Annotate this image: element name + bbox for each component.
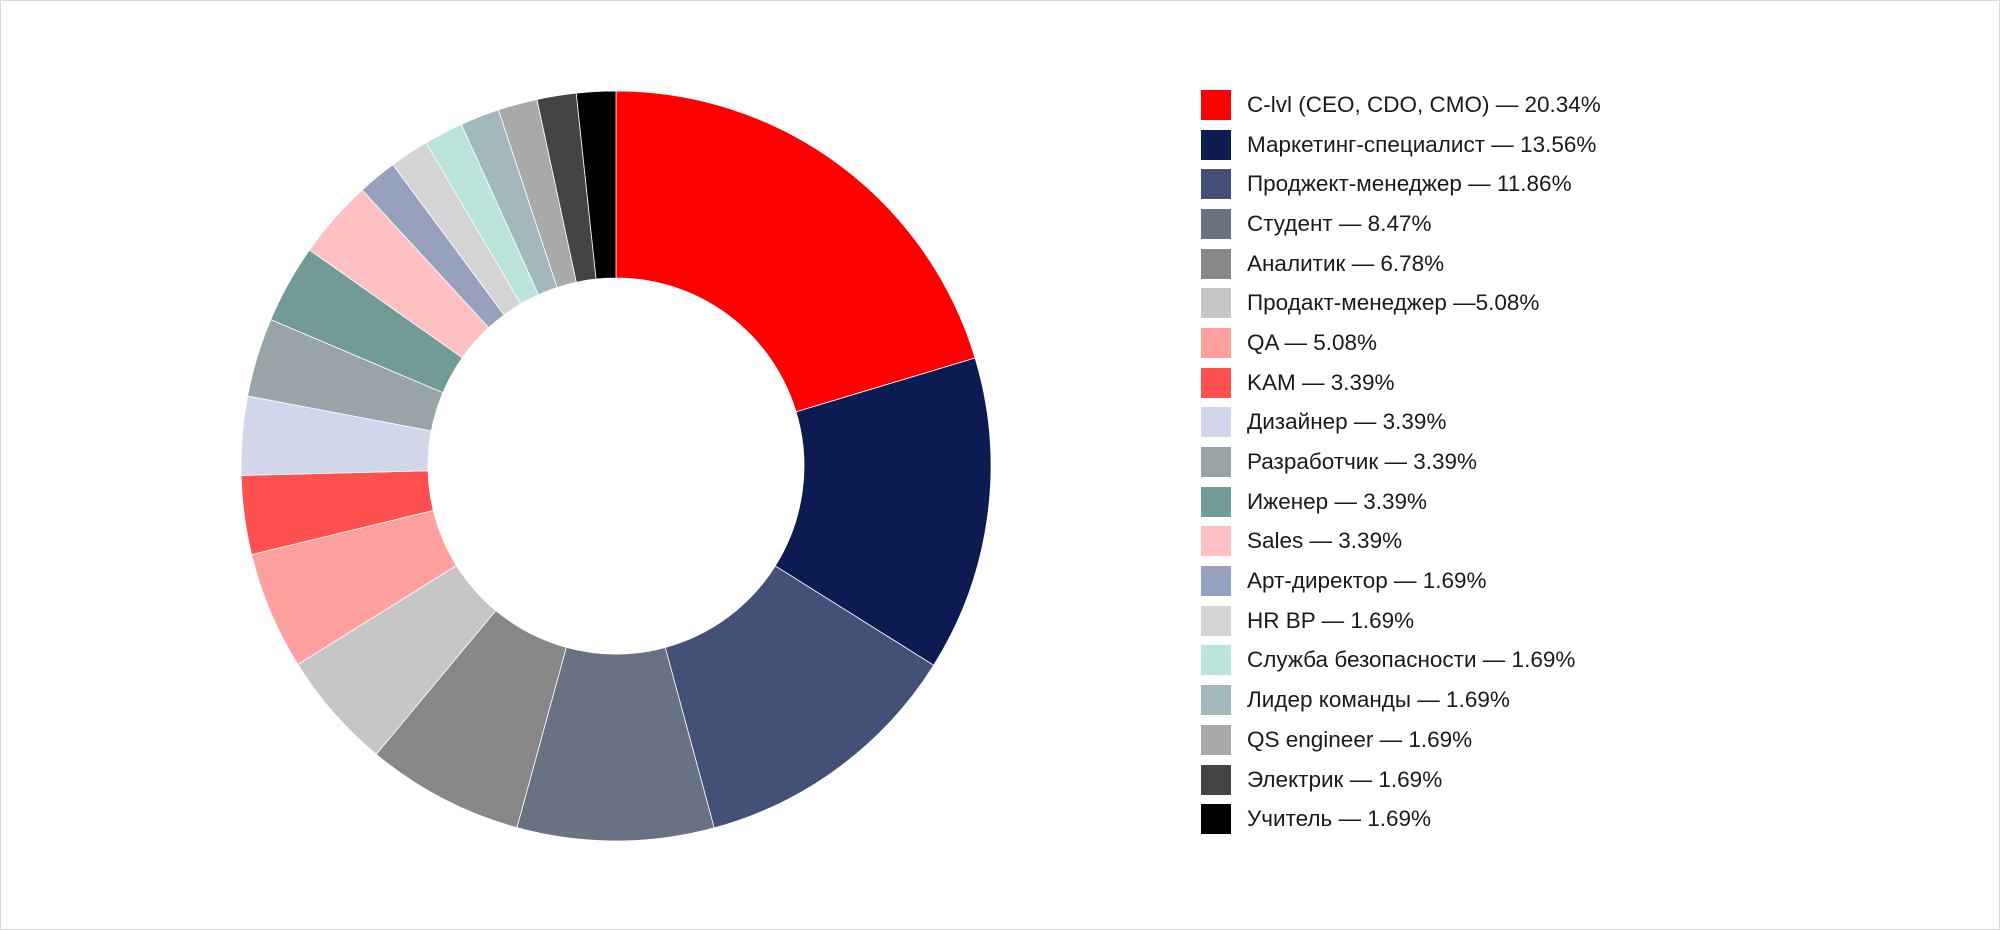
legend-swatch bbox=[1201, 248, 1231, 279]
legend-item-12: Арт-директор — 1.69% bbox=[1201, 561, 1601, 601]
legend-label: Студент — 8.47% bbox=[1247, 210, 1432, 236]
legend-item-10: Иженер — 3.39% bbox=[1201, 482, 1601, 522]
legend-label: Иженер — 3.39% bbox=[1247, 488, 1427, 514]
legend-swatch bbox=[1201, 724, 1231, 755]
legend-swatch bbox=[1201, 566, 1231, 597]
legend-label: Дизайнер — 3.39% bbox=[1247, 409, 1447, 435]
legend-label: C-lvl (CEO, CDO, CMO) — 20.34% bbox=[1247, 91, 1601, 117]
legend-swatch bbox=[1201, 645, 1231, 676]
legend-item-1: Маркетинг-специалист — 13.56% bbox=[1201, 125, 1601, 165]
legend-swatch bbox=[1201, 685, 1231, 716]
legend-item-8: Дизайнер — 3.39% bbox=[1201, 403, 1601, 443]
legend-item-9: Разработчик — 3.39% bbox=[1201, 442, 1601, 482]
legend-label: HR BP — 1.69% bbox=[1247, 607, 1415, 633]
legend-label: Продакт-менеджер —5.08% bbox=[1247, 290, 1540, 316]
legend-label: Маркетинг-специалист — 13.56% bbox=[1247, 131, 1597, 157]
legend-label: Служба безопасности — 1.69% bbox=[1247, 647, 1576, 673]
legend-label: Sales — 3.39% bbox=[1247, 528, 1403, 554]
legend-label: Лидер команды — 1.69% bbox=[1247, 687, 1510, 713]
legend-swatch bbox=[1201, 327, 1231, 358]
legend-item-17: Электрик — 1.69% bbox=[1201, 760, 1601, 800]
legend-swatch bbox=[1201, 208, 1231, 239]
legend-item-18: Учитель — 1.69% bbox=[1201, 799, 1601, 839]
donut-slice-1 bbox=[774, 357, 992, 666]
donut-slice-0 bbox=[615, 90, 976, 413]
legend-swatch bbox=[1201, 169, 1231, 200]
legend-swatch bbox=[1201, 486, 1231, 517]
legend-swatch bbox=[1201, 129, 1231, 160]
legend-item-2: Проджект-менеджер — 11.86% bbox=[1201, 164, 1601, 204]
legend-item-5: Продакт-менеджер —5.08% bbox=[1201, 283, 1601, 323]
legend-item-0: C-lvl (CEO, CDO, CMO) — 20.34% bbox=[1201, 85, 1601, 125]
legend-item-13: HR BP — 1.69% bbox=[1201, 601, 1601, 641]
legend-swatch bbox=[1201, 804, 1231, 835]
legend-item-15: Лидер команды — 1.69% bbox=[1201, 680, 1601, 720]
legend-label: Учитель — 1.69% bbox=[1247, 806, 1432, 832]
legend-item-7: KAM — 3.39% bbox=[1201, 363, 1601, 403]
legend-label: Арт-директор — 1.69% bbox=[1247, 568, 1487, 594]
legend-swatch bbox=[1201, 447, 1231, 478]
legend-item-14: Служба безопасности — 1.69% bbox=[1201, 641, 1601, 681]
legend-label: Разработчик — 3.39% bbox=[1247, 449, 1478, 475]
legend-label: Аналитик — 6.78% bbox=[1247, 250, 1445, 276]
legend-swatch bbox=[1201, 89, 1231, 120]
legend-swatch bbox=[1201, 605, 1231, 636]
legend-swatch bbox=[1201, 367, 1231, 398]
legend-swatch bbox=[1201, 288, 1231, 319]
legend-swatch bbox=[1201, 407, 1231, 438]
legend-label: QS engineer — 1.69% bbox=[1247, 726, 1473, 752]
donut-slice-2 bbox=[664, 565, 935, 829]
legend-label: QA — 5.08% bbox=[1247, 329, 1378, 355]
donut-chart bbox=[240, 90, 992, 842]
donut-slice-18 bbox=[575, 90, 617, 280]
legend-label: KAM — 3.39% bbox=[1247, 369, 1395, 395]
legend-item-6: QA — 5.08% bbox=[1201, 323, 1601, 363]
legend-item-11: Sales — 3.39% bbox=[1201, 522, 1601, 562]
legend-label: Проджект-менеджер — 11.86% bbox=[1247, 171, 1572, 197]
legend-swatch bbox=[1201, 764, 1231, 795]
legend-item-16: QS engineer — 1.69% bbox=[1201, 720, 1601, 760]
legend-swatch bbox=[1201, 526, 1231, 557]
legend-label: Электрик — 1.69% bbox=[1247, 766, 1443, 792]
chart-legend: C-lvl (CEO, CDO, CMO) — 20.34% Маркетинг-… bbox=[1201, 85, 1601, 839]
legend-item-3: Студент — 8.47% bbox=[1201, 204, 1601, 244]
legend-item-4: Аналитик — 6.78% bbox=[1201, 244, 1601, 284]
